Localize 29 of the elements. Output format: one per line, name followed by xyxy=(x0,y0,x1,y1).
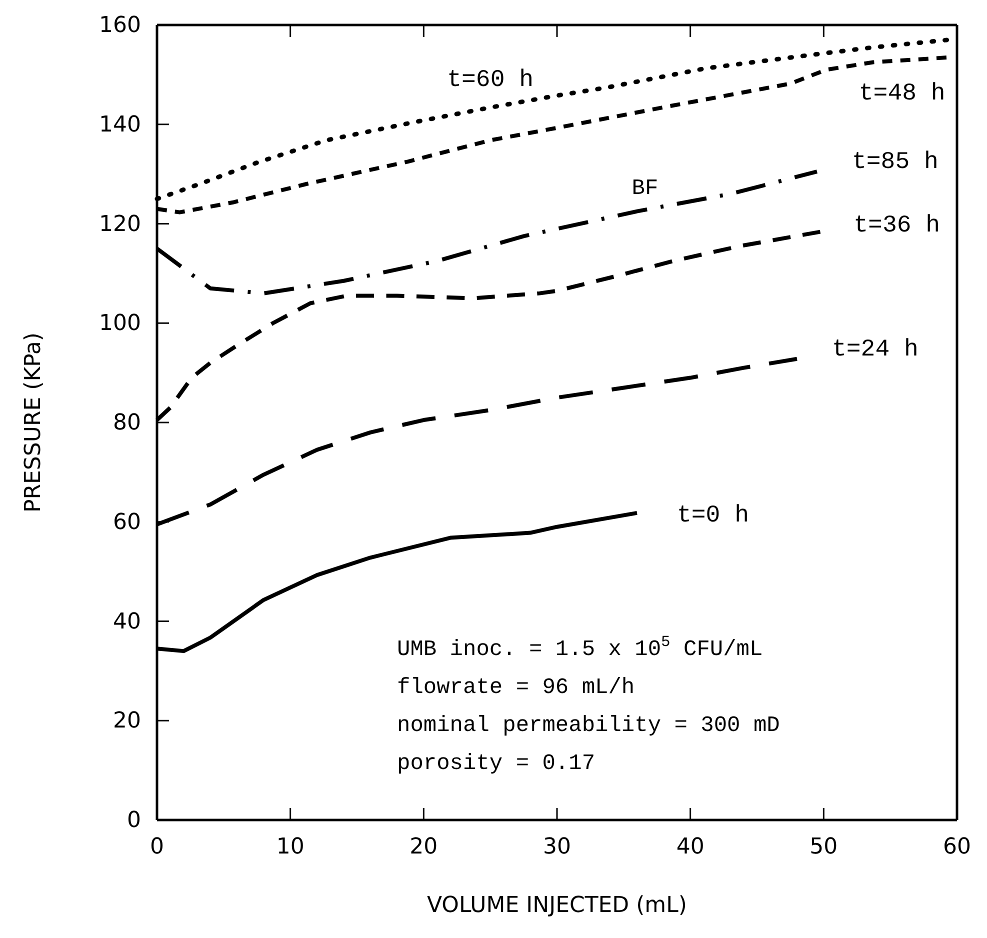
y-tick-label: 160 xyxy=(99,13,141,38)
x-tick-label: 0 xyxy=(150,834,164,860)
x-tick-label: 20 xyxy=(410,834,438,860)
y-tick-label: 80 xyxy=(113,410,141,436)
annotation: UMB inoc. = 1.5 x 10$^{5}$ CFU/mL xyxy=(397,633,763,662)
x-tick-label: 10 xyxy=(276,834,304,860)
y-tick-label: 60 xyxy=(113,510,141,535)
x-tick-label: 60 xyxy=(943,834,971,860)
series-label: t=24 h xyxy=(832,336,918,364)
y-tick-label: 100 xyxy=(99,311,141,336)
x-tick-label: 30 xyxy=(543,834,571,860)
annotation: flowrate = 96 mL/h xyxy=(397,675,635,700)
series-label: t=60 h xyxy=(447,66,534,94)
y-tick-label: 0 xyxy=(127,808,141,834)
annotation: BF xyxy=(632,176,658,202)
y-tick-label: 40 xyxy=(113,609,141,634)
y-tick-label: 20 xyxy=(113,708,141,734)
x-tick-label: 50 xyxy=(810,834,838,860)
series-label: t=36 h xyxy=(854,212,940,240)
series-label: t=48 h xyxy=(858,80,946,108)
series-label: t=0 h xyxy=(677,502,750,530)
y-tick-label: 140 xyxy=(99,112,141,138)
series-label: t=85 h xyxy=(852,148,938,176)
y-axis-title: PRESSURE (KPa) xyxy=(21,332,46,513)
x-tick-label: 40 xyxy=(676,834,704,860)
annotation: porosity = 0.17 xyxy=(397,751,596,776)
x-axis-title: VOLUME INJECTED (mL) xyxy=(427,893,687,918)
annotation: nominal permeability = 300 mD xyxy=(397,713,780,738)
y-tick-label: 120 xyxy=(99,212,141,237)
